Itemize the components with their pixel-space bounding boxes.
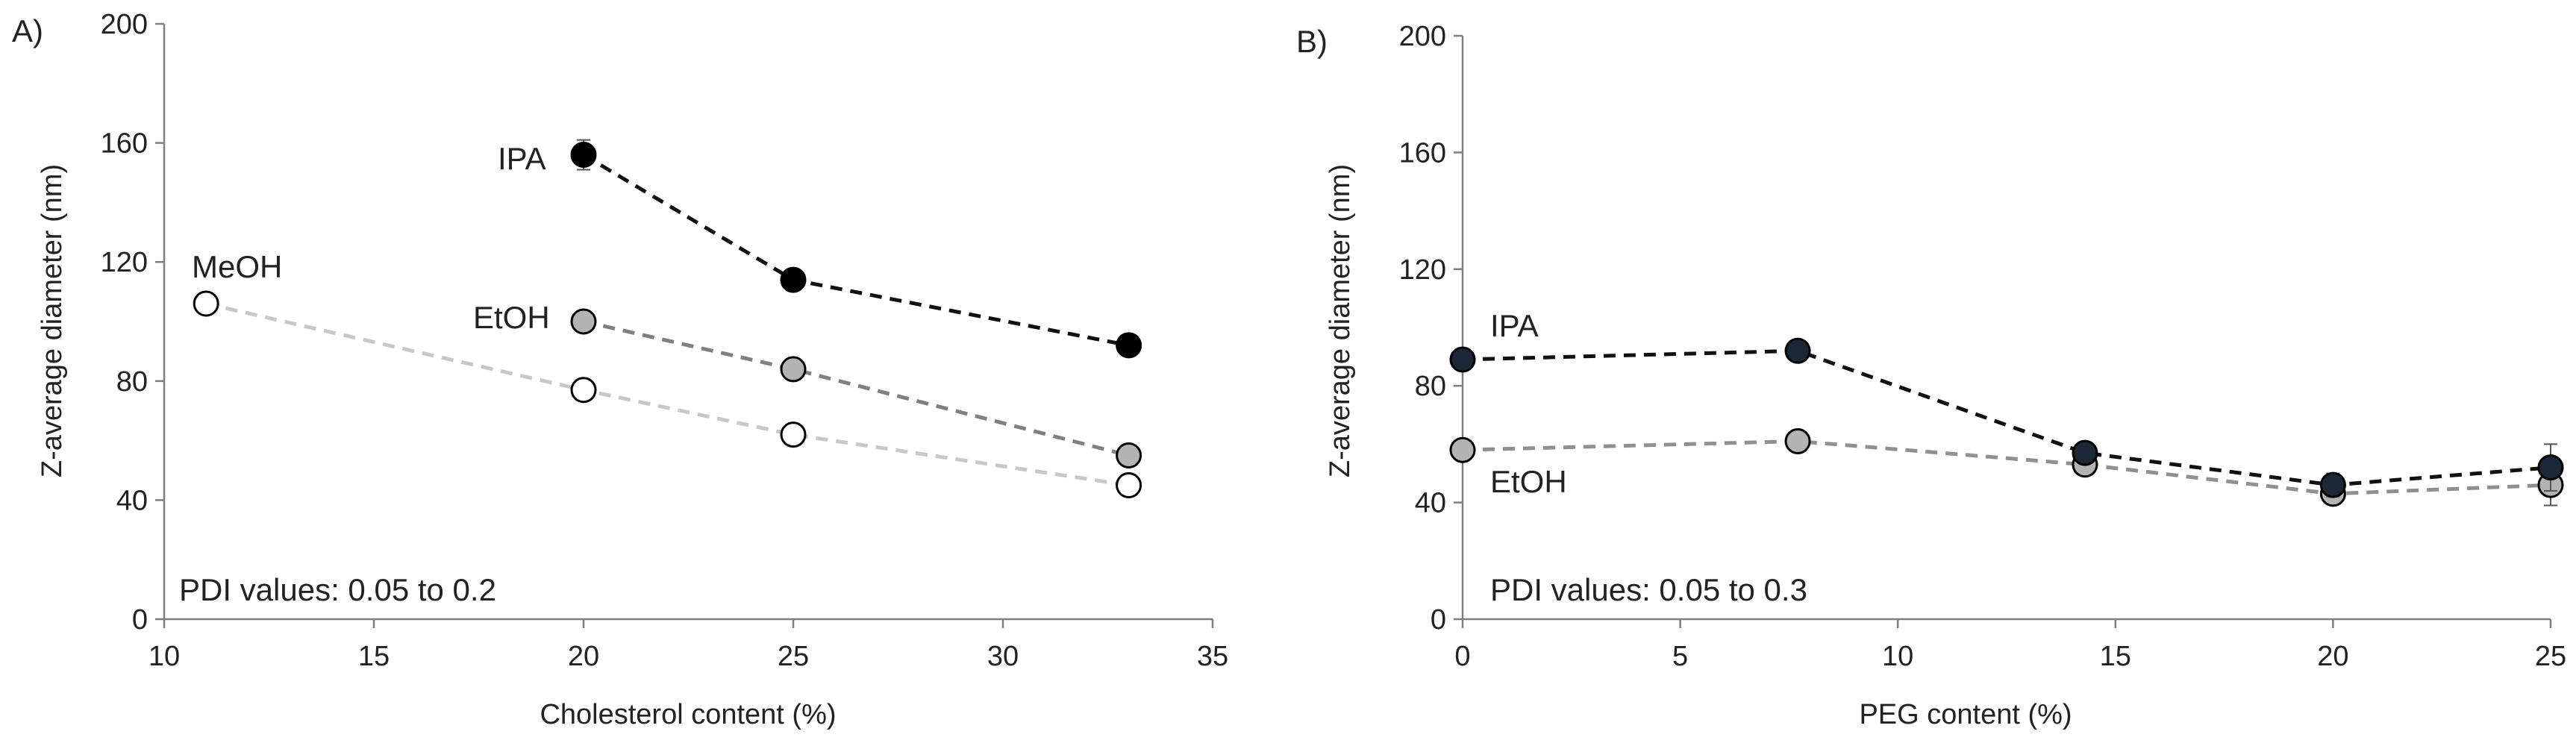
y-tick-label-a-80: 80 (116, 366, 148, 398)
series-line-ipa-a (582, 153, 1130, 348)
y-tick-label-b-120: 120 (1399, 254, 1446, 286)
x-tick-label-b-15: 15 (2100, 641, 2131, 672)
y-tick-label-a-120: 120 (101, 247, 148, 278)
data-point-meoh-a-2 (780, 421, 807, 448)
series-line-ipa-b (1462, 348, 2551, 487)
y-tick-label-b-40: 40 (1415, 488, 1446, 519)
y-tick-label-a-0: 0 (132, 604, 148, 636)
series-line-meoh-a (205, 301, 1129, 487)
data-point-ipa-a-1 (780, 266, 807, 293)
data-point-etoh-a-2 (1116, 442, 1142, 469)
data-point-etoh-a-1 (780, 356, 807, 383)
series-label-etoh-a: EtOH (473, 300, 550, 335)
y-tick-label-b-160: 160 (1399, 137, 1446, 169)
pdi-note-b: PDI values: 0.05 to 0.3 (1490, 572, 1807, 607)
series-label-etoh-b: EtOH (1490, 464, 1567, 499)
x-tick-label-b-5: 5 (1672, 641, 1688, 672)
x-tick-label-b-10: 10 (1882, 641, 1913, 672)
y-tick-label-a-200: 200 (101, 9, 148, 40)
series-line-etoh-a (583, 319, 1130, 457)
x-tick-label-a-10: 10 (149, 641, 180, 672)
axes-b: 0 40 80 120 160 200 0 5 10 15 20 25 (1399, 21, 2567, 672)
x-tick-label-b-20: 20 (2317, 641, 2348, 672)
series-label-ipa-b: IPA (1490, 308, 1539, 343)
y-tick-label-b-0: 0 (1431, 604, 1446, 636)
x-axis-title-a: Cholesterol content (%) (540, 699, 836, 730)
y-axis-title-a: Z-average diameter (nm) (37, 164, 68, 477)
series-line-etoh-b (1462, 439, 2551, 496)
x-tick-label-a-25: 25 (778, 641, 809, 672)
panel-label-a: A) (12, 13, 43, 48)
y-tick-label-b-200: 200 (1399, 21, 1446, 52)
data-point-ipa-b-1 (1784, 337, 1811, 364)
data-point-ipa-a-2 (1116, 332, 1142, 359)
chart-panel-b: B) 0 40 80 120 160 200 0 5 10 15 20 25 Z-average di… (1296, 21, 2566, 730)
series-label-meoh-a: MeOH (192, 249, 282, 284)
x-tick-label-a-35: 35 (1197, 641, 1228, 672)
x-tick-label-a-15: 15 (358, 641, 390, 672)
data-point-ipa-b-0 (1449, 346, 1476, 373)
data-point-meoh-a-1 (570, 377, 597, 404)
chart-panel-a: A) 0 40 80 120 160 200 10 15 20 25 30 35 Z-average … (12, 9, 1228, 730)
data-point-ipa-b-3 (2319, 471, 2346, 498)
pdi-note-a: PDI values: 0.05 to 0.2 (179, 572, 496, 607)
data-point-etoh-b-0 (1449, 436, 1476, 463)
data-point-ipa-b-4 (2537, 454, 2564, 481)
data-point-etoh-a-0 (570, 308, 597, 335)
x-tick-label-b-25: 25 (2535, 641, 2566, 672)
y-tick-label-a-160: 160 (101, 128, 148, 160)
x-tick-label-a-20: 20 (568, 641, 599, 672)
axes-a: 0 40 80 120 160 200 10 15 20 25 30 35 (101, 9, 1229, 672)
data-point-ipa-a-0 (570, 142, 597, 169)
y-axis-title-b: Z-average diameter (nm) (1325, 164, 1356, 477)
y-tick-label-a-40: 40 (116, 485, 148, 516)
series-group-b (1449, 337, 2564, 507)
series-group-a (193, 139, 1142, 498)
data-point-meoh-a-3 (1116, 471, 1142, 498)
x-tick-label-a-30: 30 (987, 641, 1019, 672)
panel-label-b: B) (1296, 24, 1328, 59)
data-point-meoh-a-0 (193, 290, 219, 317)
x-axis-title-b: PEG content (%) (1859, 699, 2072, 730)
y-tick-label-b-80: 80 (1415, 371, 1446, 402)
data-point-ipa-b-2 (2072, 439, 2098, 466)
data-point-etoh-b-1 (1784, 427, 1811, 454)
x-tick-label-b-0: 0 (1454, 641, 1470, 672)
series-label-ipa-a: IPA (498, 141, 546, 176)
